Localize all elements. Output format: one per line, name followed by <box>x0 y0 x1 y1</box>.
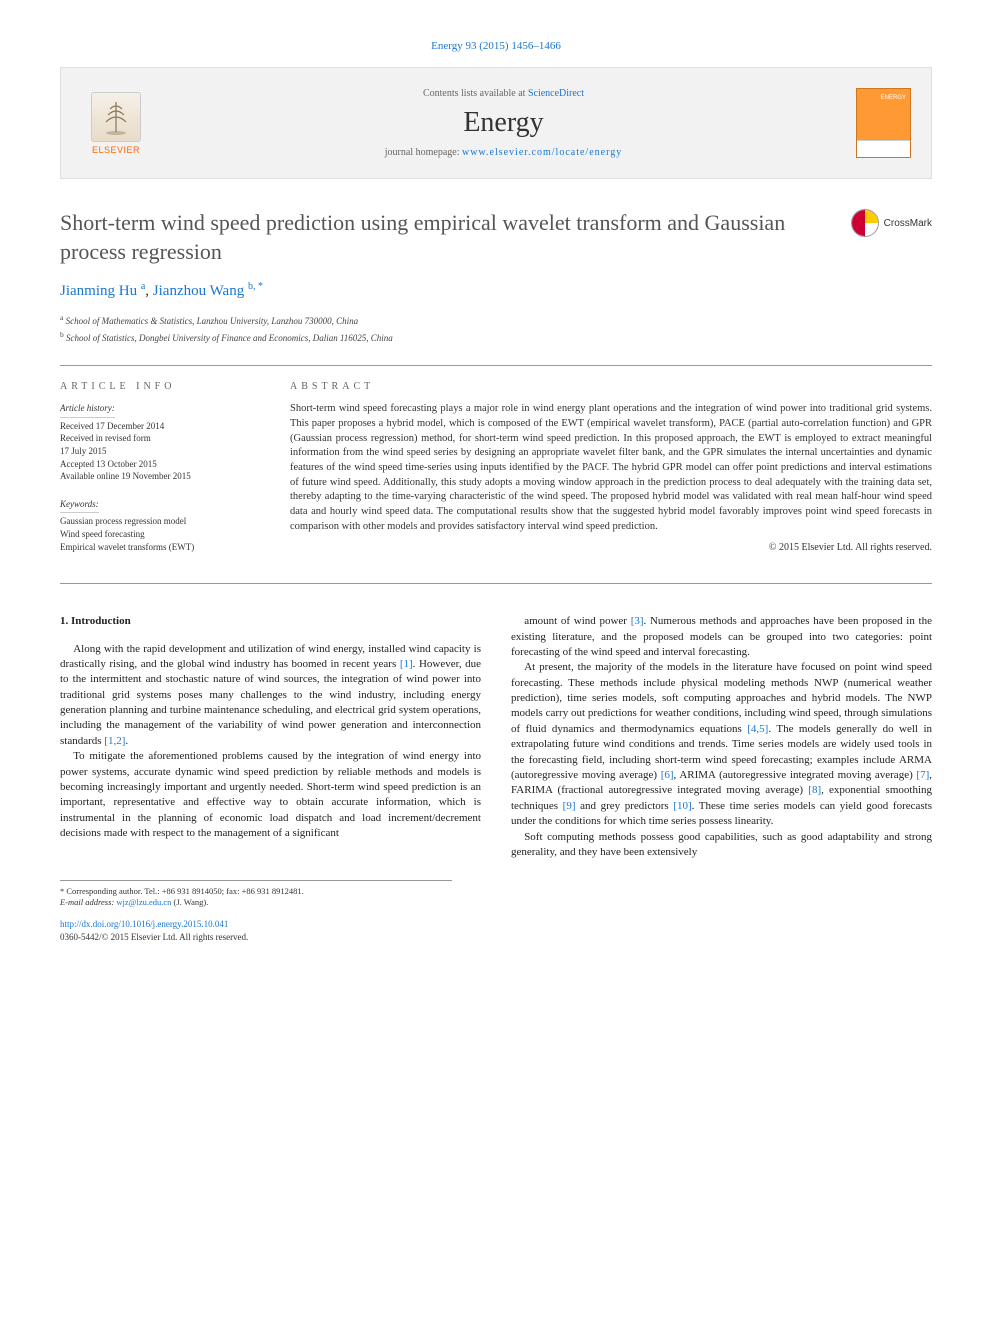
ref-link[interactable]: [1,2] <box>104 735 125 747</box>
ref-link[interactable]: [10] <box>673 800 691 812</box>
crossmark-icon <box>851 209 879 237</box>
ref-link[interactable]: [4,5] <box>747 723 768 735</box>
journal-banner: ELSEVIER Contents lists available at Sci… <box>60 67 932 179</box>
elsevier-tree-icon <box>91 92 141 142</box>
journal-name: Energy <box>151 107 856 139</box>
journal-cover-thumbnail[interactable] <box>856 88 911 158</box>
affiliations: a School of Mathematics & Statistics, La… <box>60 312 932 345</box>
page-footer: http://dx.doi.org/10.1016/j.energy.2015.… <box>60 918 932 943</box>
ref-link[interactable]: [8] <box>808 784 821 796</box>
title-row: Short-term wind speed prediction using e… <box>60 209 932 266</box>
section-1-heading: 1. Introduction <box>60 614 481 629</box>
ref-link[interactable]: [3] <box>631 615 644 627</box>
keywords-block: Keywords: Gaussian process regression mo… <box>60 498 260 553</box>
citation-link[interactable]: Energy 93 (2015) 1456–1466 <box>431 40 561 52</box>
ref-link[interactable]: [1] <box>400 658 413 670</box>
meta-abstract-row: ARTICLE INFO Article history: Received 1… <box>60 365 932 584</box>
history-revised-2: 17 July 2015 <box>60 445 260 458</box>
body-columns: 1. Introduction Along with the rapid dev… <box>60 614 932 860</box>
article-title: Short-term wind speed prediction using e… <box>60 209 836 266</box>
doi-link[interactable]: http://dx.doi.org/10.1016/j.energy.2015.… <box>60 919 228 929</box>
ref-link[interactable]: [9] <box>563 800 576 812</box>
history-revised-1: Received in revised form <box>60 432 260 445</box>
crossmark-label: CrossMark <box>884 218 932 229</box>
history-received: Received 17 December 2014 <box>60 420 260 433</box>
publisher-logo[interactable]: ELSEVIER <box>81 83 151 163</box>
ref-link[interactable]: [6] <box>661 769 674 781</box>
affiliation-b: b School of Statistics, Dongbei Universi… <box>60 329 932 346</box>
homepage-prefix: journal homepage: <box>385 147 462 158</box>
abstract-copyright: © 2015 Elsevier Ltd. All rights reserved… <box>290 542 932 553</box>
contents-prefix: Contents lists available at <box>423 88 528 99</box>
publisher-label: ELSEVIER <box>92 145 140 155</box>
keyword-3: Empirical wavelet transforms (EWT) <box>60 541 260 554</box>
history-accepted: Accepted 13 October 2015 <box>60 458 260 471</box>
article-info-heading: ARTICLE INFO <box>60 381 260 392</box>
corresponding-note: * Corresponding author. Tel.: +86 931 89… <box>60 880 452 908</box>
body-p1: Along with the rapid development and uti… <box>60 642 481 750</box>
body-p2: To mitigate the aforementioned problems … <box>60 749 481 841</box>
article-info-column: ARTICLE INFO Article history: Received 1… <box>60 381 260 568</box>
affiliation-a: a School of Mathematics & Statistics, La… <box>60 312 932 329</box>
history-subheading: Article history: <box>60 402 115 418</box>
body-p4: At present, the majority of the models i… <box>511 660 932 829</box>
banner-center: Contents lists available at ScienceDirec… <box>151 88 856 158</box>
corresp-line2: E-mail address: wjz@lzu.edu.cn (J. Wang)… <box>60 897 452 908</box>
crossmark-badge[interactable]: CrossMark <box>851 209 932 237</box>
keyword-2: Wind speed forecasting <box>60 528 260 541</box>
corresp-line1: * Corresponding author. Tel.: +86 931 89… <box>60 886 452 897</box>
keyword-1: Gaussian process regression model <box>60 515 260 528</box>
homepage-link[interactable]: www.elsevier.com/locate/energy <box>462 147 622 158</box>
abstract-column: ABSTRACT Short-term wind speed forecasti… <box>290 381 932 568</box>
corresp-email-link[interactable]: wjz@lzu.edu.cn <box>116 897 171 907</box>
body-p5: Soft computing methods possess good capa… <box>511 830 932 861</box>
author-2[interactable]: Jianzhou Wang b, * <box>153 283 263 299</box>
contents-line: Contents lists available at ScienceDirec… <box>151 88 856 99</box>
abstract-heading: ABSTRACT <box>290 381 932 392</box>
corresp-prefix: E-mail address: <box>60 897 116 907</box>
homepage-line: journal homepage: www.elsevier.com/locat… <box>151 147 856 158</box>
keywords-subheading: Keywords: <box>60 498 99 514</box>
body-p3: amount of wind power [3]. Numerous metho… <box>511 614 932 660</box>
issn-copyright: 0360-5442/© 2015 Elsevier Ltd. All right… <box>60 932 248 942</box>
corresp-suffix: (J. Wang). <box>171 897 208 907</box>
sciencedirect-link[interactable]: ScienceDirect <box>528 88 584 99</box>
article-history-block: Article history: Received 17 December 20… <box>60 402 260 483</box>
citation-header: Energy 93 (2015) 1456–1466 <box>60 40 932 52</box>
authors-line: Jianming Hu a, Jianzhou Wang b, * <box>60 281 932 300</box>
ref-link[interactable]: [7] <box>916 769 929 781</box>
author-1[interactable]: Jianming Hu a <box>60 283 145 299</box>
abstract-text: Short-term wind speed forecasting plays … <box>290 402 932 534</box>
history-online: Available online 19 November 2015 <box>60 470 260 483</box>
